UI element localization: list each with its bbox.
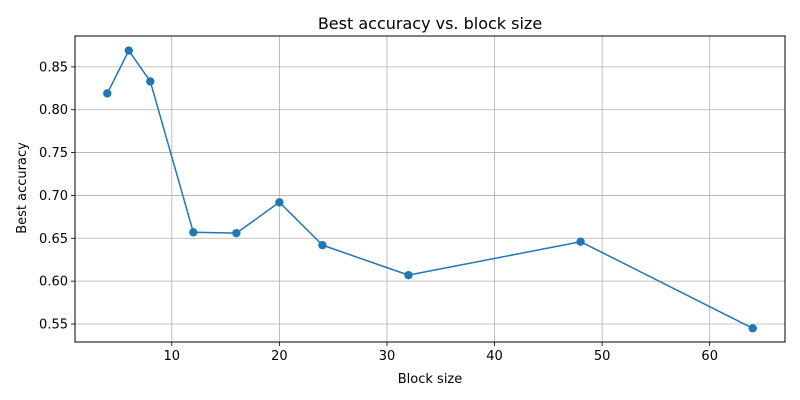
series-layer [103, 46, 757, 333]
data-point [232, 228, 241, 238]
y-tick-label: 0.60 [39, 275, 68, 290]
x-tick-label: 60 [701, 349, 718, 364]
plot-frame [74, 35, 786, 343]
y-tick-label: 0.55 [39, 318, 68, 333]
data-point [103, 89, 112, 98]
y-tick-label: 0.85 [39, 60, 68, 75]
grid-lines [75, 36, 785, 342]
y-tick-label: 0.70 [39, 189, 68, 204]
x-tick-label: 40 [486, 349, 503, 364]
data-point [189, 228, 198, 237]
data-point [576, 237, 585, 246]
x-tick-label: 20 [271, 349, 288, 364]
y-axis-label: Best accuracy [15, 142, 30, 234]
y-tick-label: 0.65 [39, 232, 68, 247]
y-tick-label: 0.75 [39, 146, 68, 161]
x-tick-label: 10 [164, 349, 181, 364]
x-tick-label: 30 [379, 349, 396, 364]
data-point [318, 240, 327, 250]
series-line [106, 49, 754, 329]
data-point [124, 46, 133, 55]
x-axis-label: Block size [398, 372, 463, 387]
data-point [404, 270, 413, 280]
x-tick-label: 50 [594, 349, 611, 364]
data-point [146, 77, 155, 86]
data-point [748, 324, 757, 333]
data-point [275, 198, 284, 207]
y-tick-label: 0.80 [39, 103, 68, 118]
chart-title: Best accuracy vs. block size [318, 14, 542, 33]
axis-ticks: 10 20 30 40 50 60 0.55 0.60 0.65 0.70 0.75 0.80 0.85 [39, 60, 718, 364]
